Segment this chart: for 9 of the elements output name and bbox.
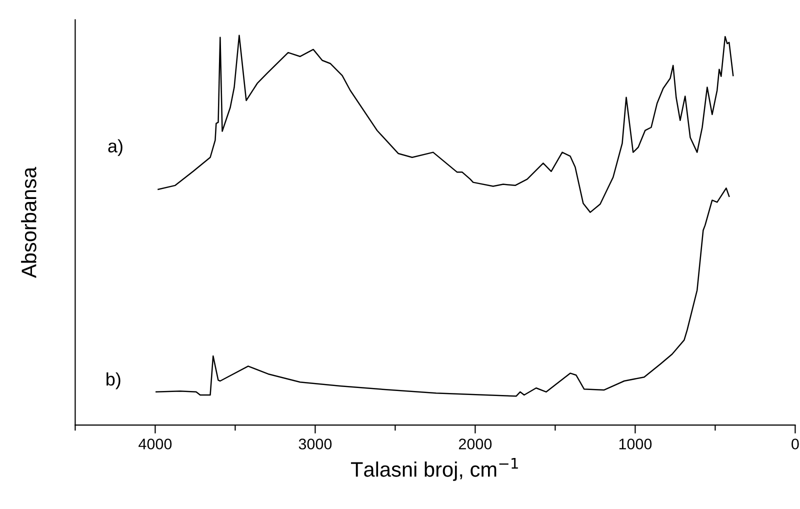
y-axis-title: Absorbansa [21,166,36,278]
text: a) [108,139,122,156]
x-tick-label: 4000 [138,438,172,450]
x-tick-label: 0 [792,438,799,450]
series-label: b) [106,372,120,390]
x-tick-label: 2000 [458,438,492,450]
x-tick-label: 3000 [298,438,332,450]
x-tick-label: 1000 [619,438,652,450]
x-axis-title: Talasni broj, cm$^{−1}$ [350,458,518,481]
